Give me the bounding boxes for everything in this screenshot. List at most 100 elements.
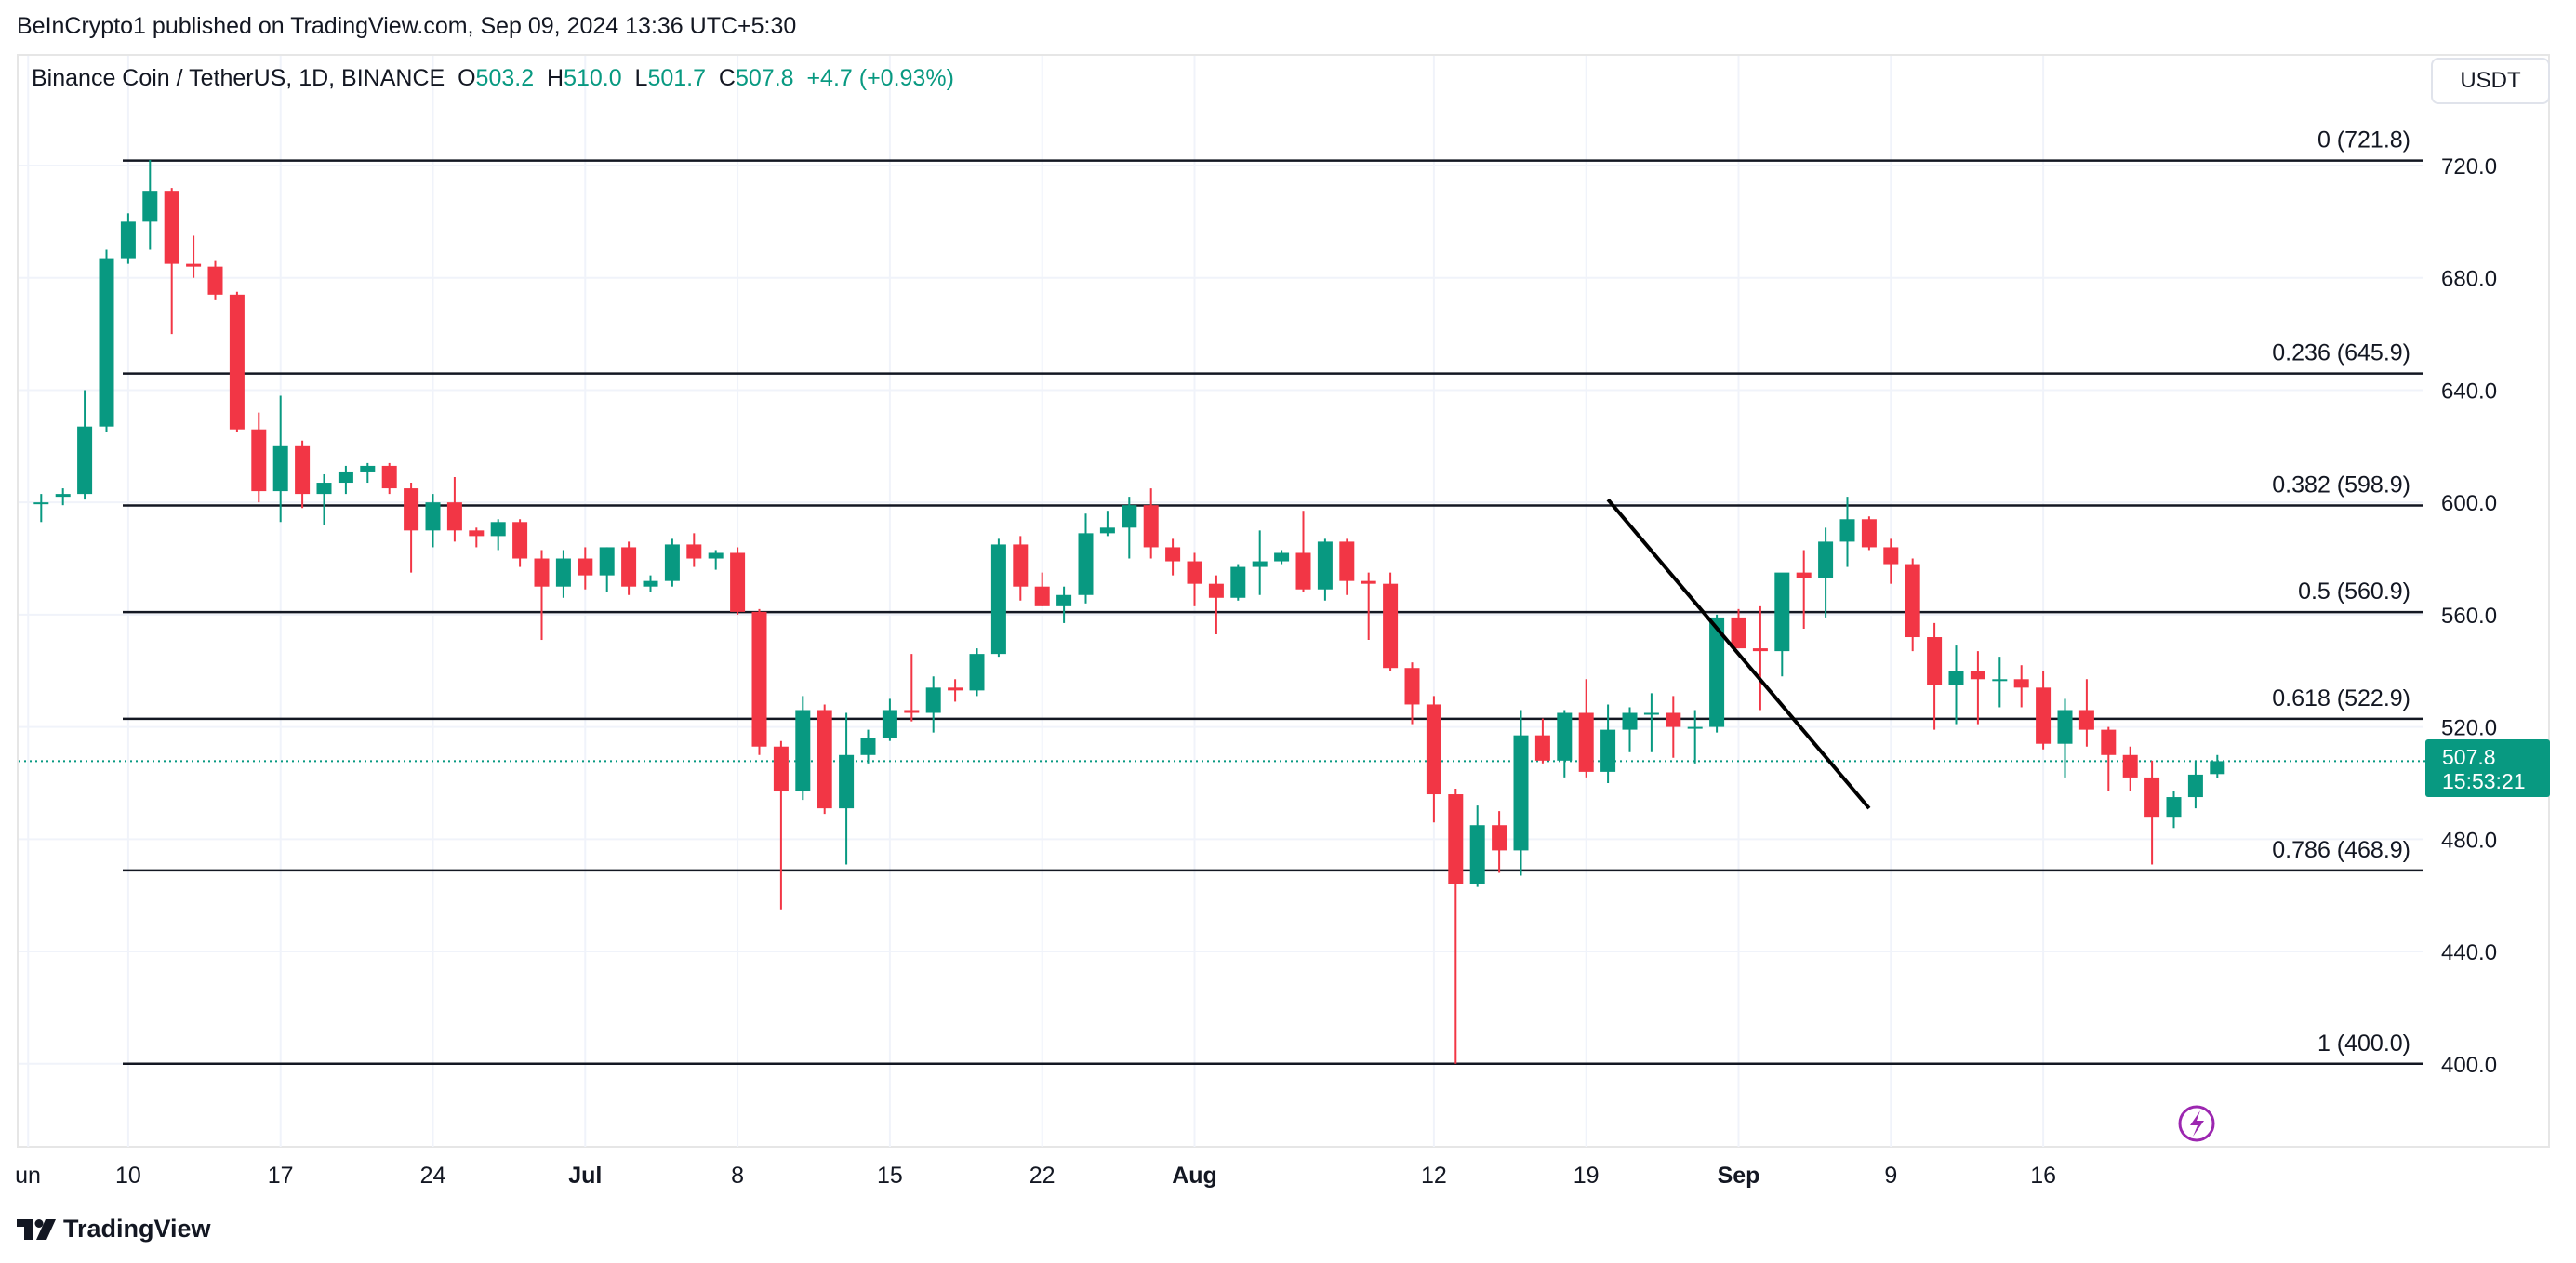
candle-body	[708, 552, 724, 559]
close-value: 507.8	[735, 65, 794, 91]
x-tick-label: Aug	[1172, 1163, 1217, 1189]
bar-countdown: 15:53:21	[2442, 769, 2526, 793]
candle	[708, 550, 724, 570]
candle	[446, 476, 462, 542]
y-tick-label: 400.0	[2441, 1053, 2497, 1078]
candle-body	[77, 426, 93, 495]
candle-body	[795, 710, 811, 792]
candle	[2078, 679, 2094, 747]
candle-body	[404, 488, 419, 531]
candle-body	[860, 738, 876, 755]
x-tick-label: 12	[1421, 1163, 1447, 1189]
x-tick-label: 15	[877, 1163, 903, 1189]
candle-body	[2057, 710, 2073, 744]
candle	[1013, 536, 1029, 601]
candle	[1839, 497, 1855, 567]
candle	[664, 538, 680, 587]
candle	[1469, 805, 1485, 887]
candle	[207, 260, 223, 300]
candle	[969, 648, 985, 697]
candle-body	[1056, 594, 1072, 606]
candle-body	[1666, 712, 1681, 727]
low-label: L	[634, 65, 648, 91]
candle	[1187, 552, 1202, 606]
candle	[1818, 527, 1834, 618]
candle-body	[534, 558, 550, 587]
candle	[1056, 586, 1072, 623]
alert-icon[interactable]	[2178, 1105, 2215, 1142]
candle	[1513, 710, 1529, 876]
candle-body	[490, 522, 506, 537]
candle-body	[1709, 617, 1725, 727]
candle	[1578, 679, 1594, 778]
candle-body	[1448, 794, 1464, 884]
candle-body	[251, 429, 267, 492]
candle	[1317, 538, 1333, 601]
x-tick-label: 9	[1884, 1163, 1897, 1189]
candle	[773, 740, 789, 910]
candle	[1165, 538, 1181, 576]
symbol-name: Binance Coin / TetherUS, 1D, BINANCE	[32, 65, 445, 91]
candle	[425, 494, 441, 548]
candle-body	[969, 654, 985, 691]
candle	[2057, 698, 2073, 778]
candle-body	[33, 502, 49, 505]
candle-body	[1557, 712, 1573, 761]
candle-body	[643, 580, 658, 587]
candle	[229, 291, 245, 432]
candle-body	[425, 502, 441, 531]
candle-body	[120, 221, 136, 259]
candle	[1992, 657, 2008, 708]
current-price-tag: 507.8 15:53:21	[2425, 739, 2550, 797]
candle	[555, 550, 571, 598]
tradingview-logo-icon	[17, 1218, 56, 1240]
candle-body	[272, 445, 288, 492]
candle-body	[469, 530, 485, 537]
tradingview-logo[interactable]: TradingView	[17, 1215, 211, 1243]
candle-body	[1643, 712, 1659, 715]
candle	[990, 538, 1006, 658]
candle-body	[1492, 825, 1507, 851]
y-tick-label: 520.0	[2441, 716, 2497, 741]
candle-body	[925, 687, 941, 713]
descending-trendline	[1606, 498, 1871, 810]
candle	[599, 547, 615, 592]
currency-button[interactable]: USDT	[2431, 58, 2550, 104]
candle-body	[512, 522, 528, 559]
candle-body	[1404, 668, 1420, 705]
candle	[1557, 710, 1573, 778]
candle	[2210, 754, 2225, 778]
candle-body	[1187, 561, 1202, 584]
candle-body	[1905, 564, 1920, 638]
candle	[578, 547, 593, 590]
candle	[1361, 572, 1376, 641]
candle	[469, 527, 485, 548]
candle-body	[2122, 754, 2138, 778]
candle	[1752, 605, 1768, 711]
fib-level-label: 0.5 (560.9)	[2298, 578, 2410, 605]
x-tick-label: 10	[115, 1163, 141, 1189]
candle-body	[229, 294, 245, 430]
fib-level-label: 0.618 (522.9)	[2272, 685, 2410, 711]
candle-body	[1948, 671, 1964, 685]
candle	[120, 213, 136, 264]
candle-body	[1208, 583, 1224, 598]
candle	[2166, 791, 2182, 829]
candle-body	[948, 687, 963, 691]
candle	[1731, 608, 1746, 649]
candle-body	[1339, 541, 1355, 581]
x-tick-label: Sep	[1718, 1163, 1760, 1189]
candle-body	[1317, 541, 1333, 590]
candle	[1709, 614, 1725, 733]
x-tick-label: Jul	[568, 1163, 602, 1189]
candle-body	[99, 258, 114, 427]
candle-body	[1143, 505, 1159, 548]
candle-body	[1861, 519, 1877, 548]
candle	[338, 465, 353, 495]
candle-body	[1622, 712, 1638, 730]
current-price-value: 507.8	[2442, 745, 2496, 769]
candle-body	[2187, 774, 2203, 798]
candle-body	[142, 191, 158, 222]
candle	[295, 440, 311, 509]
